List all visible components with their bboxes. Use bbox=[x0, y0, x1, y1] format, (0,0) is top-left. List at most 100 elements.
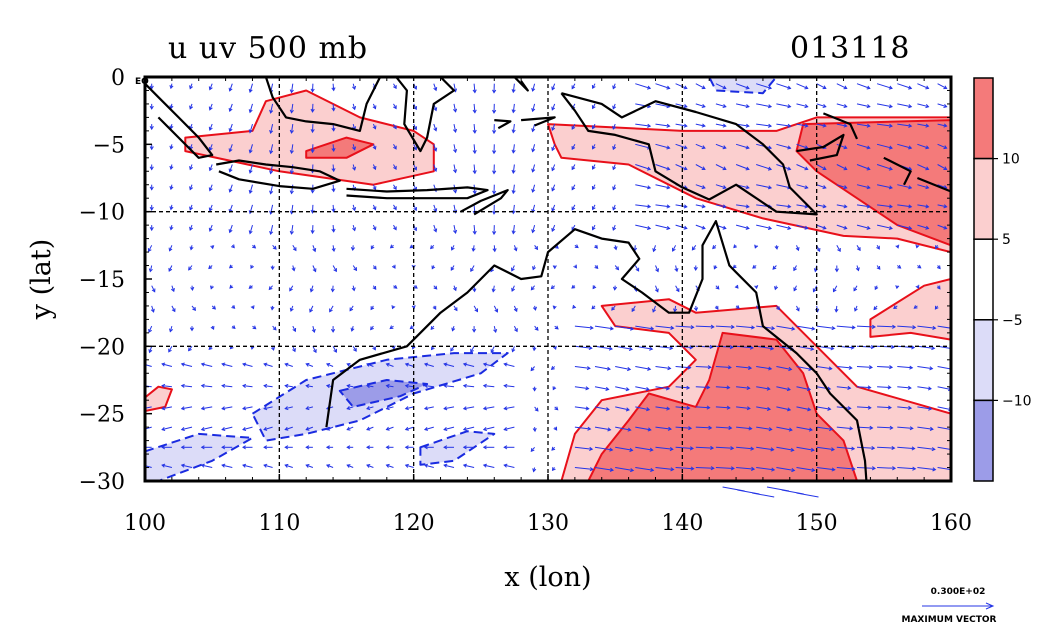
wind-vector-head-132 bbox=[272, 326, 277, 331]
wind-vector-792 bbox=[937, 325, 951, 329]
wind-vector-head-471 bbox=[611, 306, 615, 311]
wind-vector-56 bbox=[181, 406, 193, 410]
wind-vector-head-287 bbox=[433, 228, 438, 233]
wind-vector-639 bbox=[776, 467, 795, 471]
wind-vector-head-233 bbox=[372, 346, 376, 351]
wind-vector-534 bbox=[675, 366, 691, 369]
wind-vector-head-576 bbox=[726, 405, 731, 410]
wind-vector-336 bbox=[463, 406, 475, 410]
wind-vector-head-486 bbox=[647, 204, 652, 209]
wind-vector-438 bbox=[574, 446, 593, 450]
wind-vector-head-594 bbox=[747, 365, 753, 370]
wind-vector-head-757 bbox=[909, 426, 914, 431]
wind-vector-339 bbox=[463, 464, 475, 468]
wind-vector-head-689 bbox=[834, 268, 839, 273]
wind-vector-334 bbox=[463, 363, 475, 367]
wind-vector-head-536 bbox=[686, 405, 691, 410]
wind-vector-head-549 bbox=[693, 266, 698, 271]
wind-vector-head-52 bbox=[189, 327, 195, 332]
wind-vector-head-81 bbox=[228, 107, 233, 113]
wind-vector-head-711 bbox=[854, 307, 858, 312]
wind-vector-head-135 bbox=[263, 383, 268, 388]
wind-vector-head-760 bbox=[925, 85, 930, 90]
wind-vector-99 bbox=[221, 464, 233, 468]
wind-vector-491 bbox=[631, 305, 636, 312]
wind-vector-head-70 bbox=[210, 285, 214, 290]
wind-vector-head-545 bbox=[701, 185, 706, 190]
wind-vector-329 bbox=[470, 265, 475, 272]
wind-vector-head-143 bbox=[289, 149, 294, 155]
wind-vector-559 bbox=[695, 467, 714, 469]
wind-vector-head-514 bbox=[667, 366, 672, 371]
wind-vector-80 bbox=[229, 83, 233, 92]
wind-vector-head-82 bbox=[228, 128, 233, 133]
wind-vector-577 bbox=[715, 426, 732, 429]
wind-vector-head-565 bbox=[722, 185, 727, 190]
contour-region-9 bbox=[338, 379, 429, 408]
wind-vector-head-284 bbox=[433, 167, 438, 173]
wind-vector-head-370 bbox=[511, 287, 515, 292]
wind-vector-head-653 bbox=[810, 346, 815, 351]
wind-vector-634 bbox=[776, 366, 792, 370]
wind-vector-head-445 bbox=[591, 185, 596, 191]
wind-vector-10 bbox=[151, 285, 156, 292]
wind-vector-head-230 bbox=[372, 285, 377, 291]
wind-vector-head-142 bbox=[289, 129, 294, 134]
wind-vector-780 bbox=[937, 83, 947, 89]
wind-vector-215 bbox=[347, 385, 354, 388]
wind-vector-55 bbox=[181, 385, 193, 388]
wind-vector-head-534 bbox=[687, 365, 692, 370]
wind-vector-head-605 bbox=[767, 185, 773, 190]
wind-vector-head-696 bbox=[847, 406, 852, 411]
wind-vector-12 bbox=[148, 325, 153, 333]
wind-vector-head-192 bbox=[330, 328, 336, 333]
wind-vector-514 bbox=[655, 366, 671, 369]
wind-vector-584 bbox=[735, 164, 750, 170]
wind-vector-39 bbox=[161, 464, 173, 468]
wind-vector-head-734 bbox=[889, 365, 894, 370]
wind-vector-head-738 bbox=[891, 445, 896, 451]
colorbar-bin-3 bbox=[973, 319, 994, 402]
x-tick-label-130: 130 bbox=[527, 511, 569, 536]
wind-vector-head-596 bbox=[746, 406, 751, 411]
wind-vector-head-87 bbox=[228, 229, 233, 234]
wind-vector-head-124 bbox=[269, 170, 274, 175]
wind-vector-757 bbox=[897, 426, 913, 429]
wind-vector-head-425 bbox=[571, 186, 576, 191]
wind-vector-323 bbox=[473, 144, 476, 154]
wind-vector-529 bbox=[675, 265, 678, 272]
wind-vector-403 bbox=[551, 144, 556, 151]
wind-vector-307 bbox=[453, 225, 457, 234]
wind-vector-head-381 bbox=[531, 107, 536, 113]
wind-vector-head-313 bbox=[450, 347, 454, 352]
wind-vector-head-95 bbox=[221, 383, 226, 388]
wind-vector-607 bbox=[756, 224, 772, 229]
wind-vector-515 bbox=[655, 386, 670, 390]
wind-vector-737 bbox=[877, 426, 893, 429]
wind-vector-181 bbox=[332, 103, 335, 111]
wind-vector-head-503 bbox=[666, 145, 671, 150]
wind-vector-head-685 bbox=[843, 185, 848, 190]
wind-vector-head-459 bbox=[609, 467, 614, 472]
wind-vector-632 bbox=[776, 325, 795, 330]
wind-vector-519 bbox=[655, 467, 674, 470]
wind-vector-head-463 bbox=[612, 146, 617, 151]
wind-vector-head-649 bbox=[793, 267, 797, 272]
wind-vector-134 bbox=[263, 363, 273, 367]
wind-vector-head-470 bbox=[612, 286, 618, 291]
wind-vector-101 bbox=[249, 103, 253, 113]
wind-vector-400 bbox=[551, 83, 556, 90]
wind-vector-head-637 bbox=[788, 427, 793, 432]
wind-vector-560 bbox=[715, 83, 727, 89]
wind-vector-head-426 bbox=[571, 206, 576, 211]
wind-vector-303 bbox=[453, 144, 457, 153]
wind-vector-head-664 bbox=[822, 166, 827, 170]
wind-vector-head-452 bbox=[609, 326, 614, 331]
wind-vector-455 bbox=[594, 386, 609, 390]
wind-vector-head-758 bbox=[911, 446, 916, 451]
wind-vector-619 bbox=[756, 467, 775, 471]
wind-vector-head-626 bbox=[787, 204, 792, 209]
wind-vector-602 bbox=[756, 123, 772, 127]
wind-vector-779 bbox=[917, 467, 936, 471]
wind-vector-head-105 bbox=[248, 189, 253, 195]
